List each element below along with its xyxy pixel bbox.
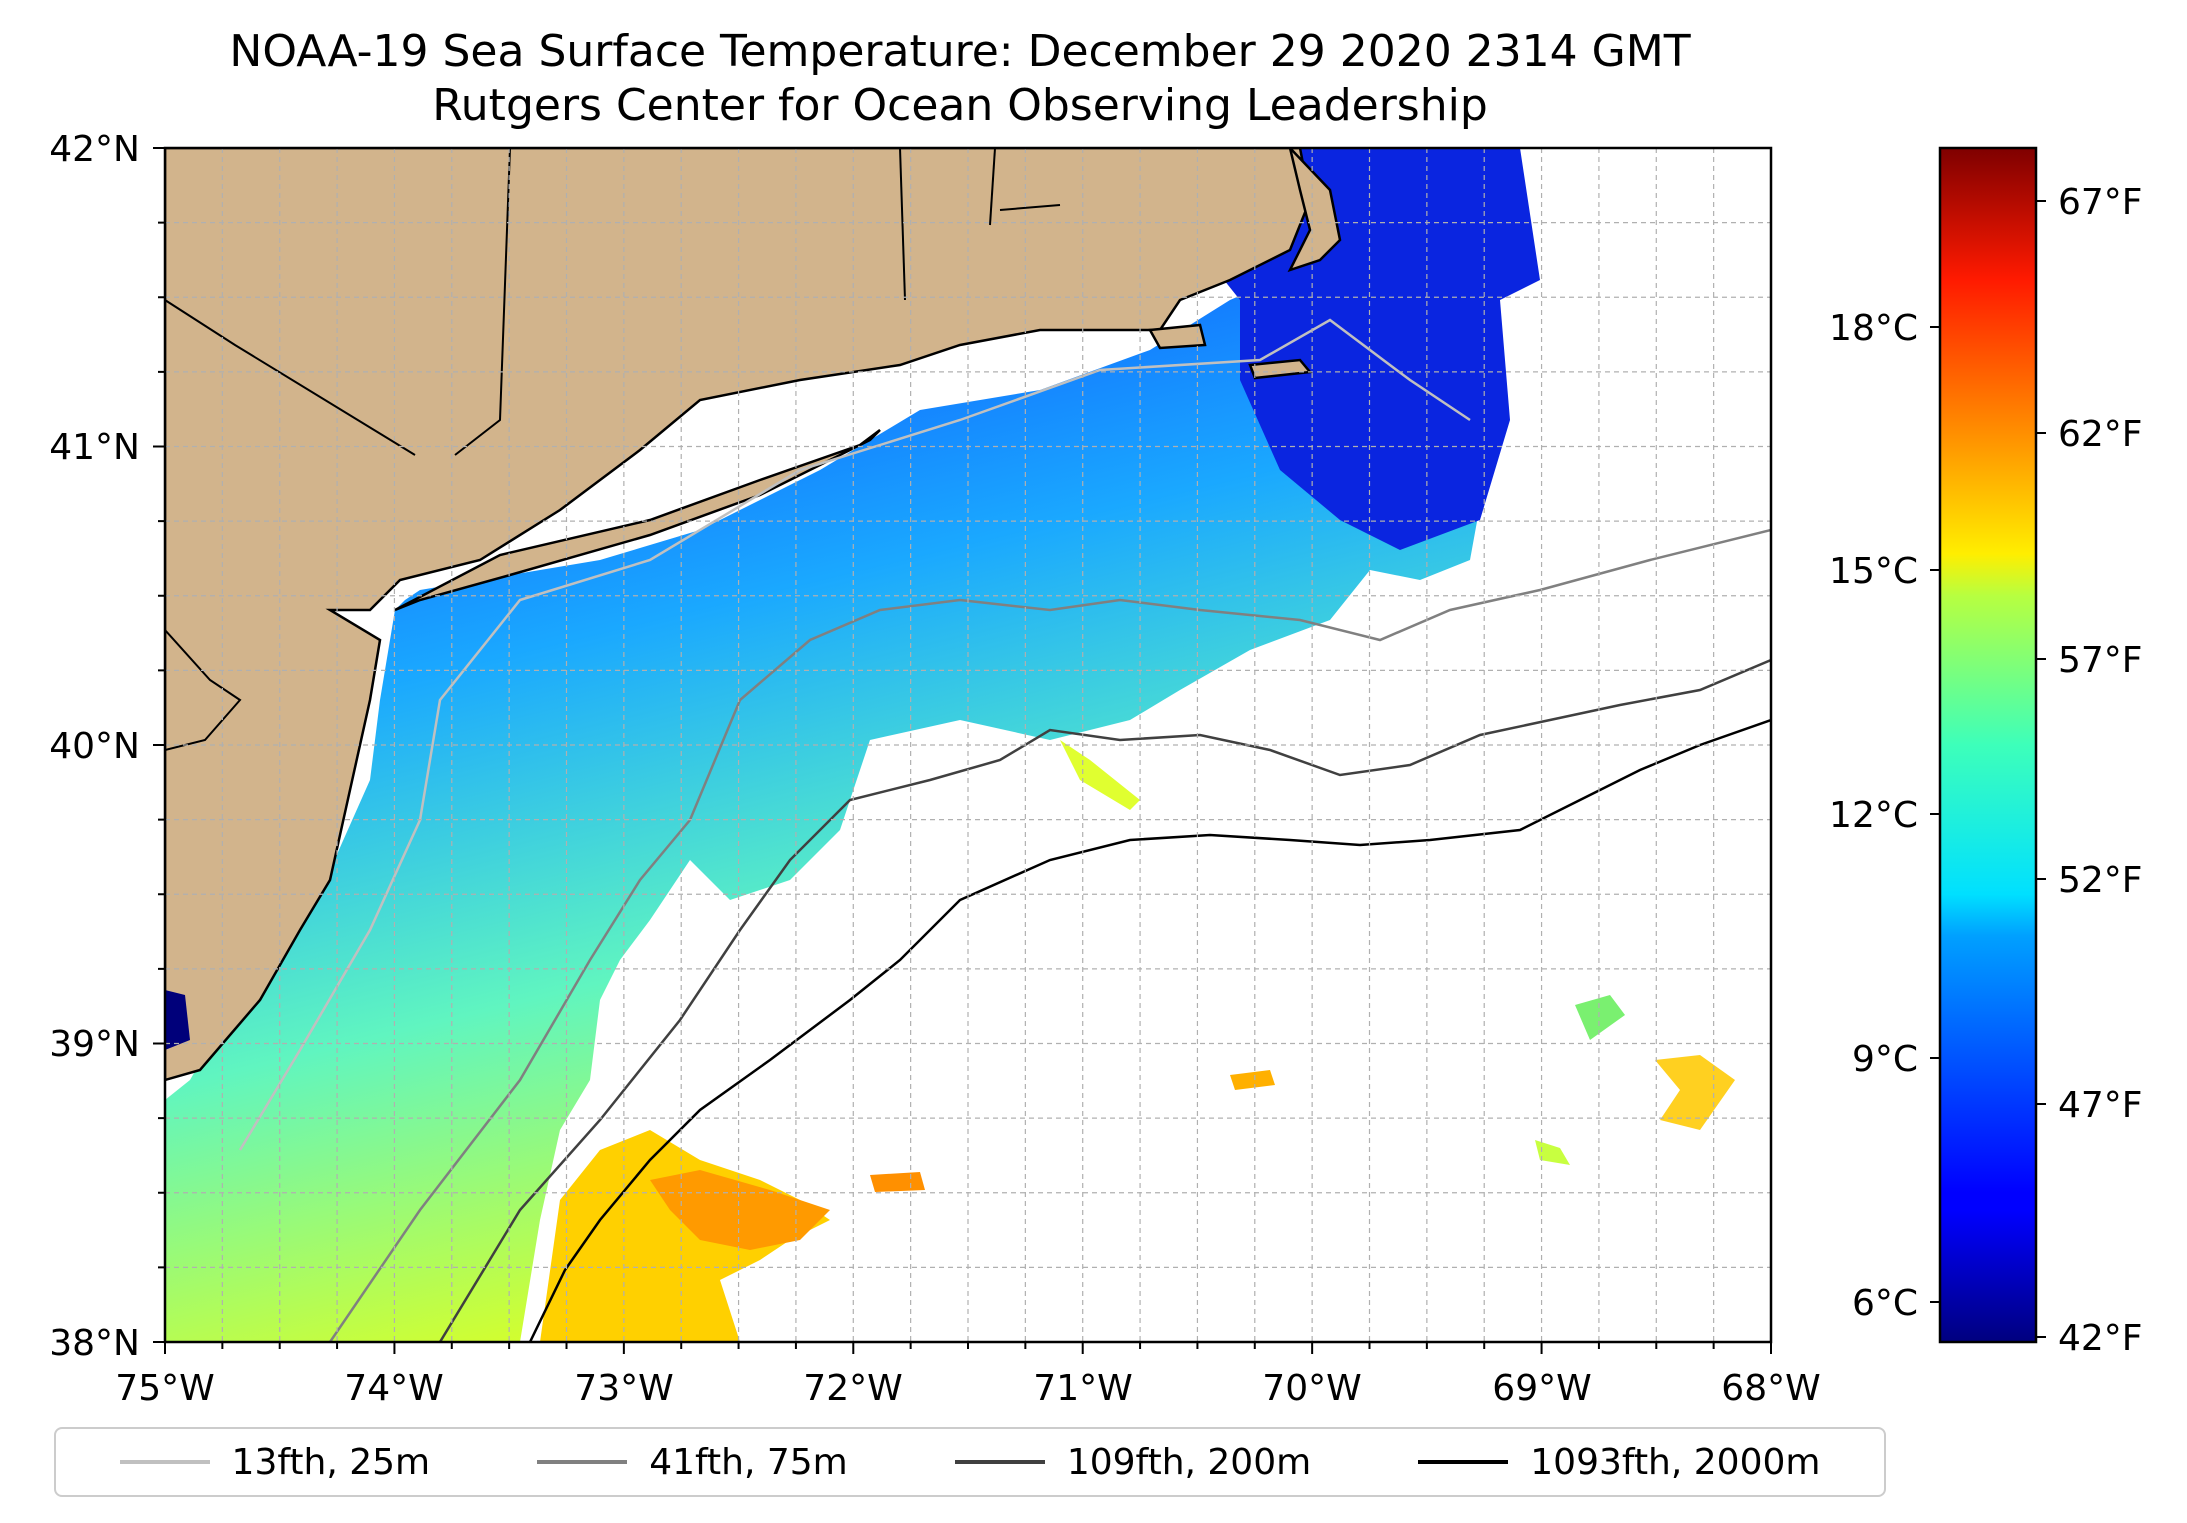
- legend-label: 13fth, 25m: [231, 1441, 431, 1483]
- lat-label: 40°N: [49, 726, 140, 767]
- isobath-2000m: [528, 718, 1771, 1342]
- celsius-label: 6°C: [1852, 1283, 1918, 1324]
- legend-swatch: [1418, 1460, 1509, 1464]
- isobath-lines: [238, 318, 1771, 1342]
- sst-offshore-patch: [870, 1172, 925, 1192]
- sst-offshore-patch: [1230, 1070, 1275, 1090]
- grid-lines: [165, 148, 1771, 1342]
- delaware-bay: [165, 990, 190, 1050]
- fahrenheit-label: 52°F: [2058, 860, 2143, 901]
- cape-cod: [1287, 148, 1342, 273]
- lon-label: 68°W: [1721, 1368, 1820, 1409]
- colorbar-fahrenheit-labels: 42°F 47°F 52°F 57°F 62°F 67°F: [2058, 182, 2143, 1359]
- long-island: [394, 429, 881, 612]
- lat-label: 38°N: [49, 1323, 140, 1364]
- lon-label: 69°W: [1492, 1368, 1591, 1409]
- fahrenheit-label: 47°F: [2058, 1085, 2143, 1126]
- fahrenheit-label: 62°F: [2058, 414, 2143, 455]
- colorbar-celsius-labels: 6°C 9°C 12°C 15°C 18°C: [1829, 308, 1918, 1324]
- land-mass: [165, 148, 1312, 1082]
- lat-label: 41°N: [49, 427, 140, 468]
- legend-swatch: [537, 1460, 628, 1464]
- chart-subtitle: Rutgers Center for Ocean Observing Leade…: [432, 80, 1488, 131]
- legend-item: 13fth, 25m: [119, 1441, 431, 1483]
- lon-label: 73°W: [574, 1368, 673, 1409]
- lat-label: 42°N: [49, 129, 140, 170]
- legend-item: 109fth, 200m: [954, 1441, 1312, 1483]
- axis-ticks: [153, 147, 1772, 1354]
- lon-label: 74°W: [344, 1368, 443, 1409]
- sst-warm-patch: [540, 1130, 830, 1342]
- isobath-200m: [438, 658, 1771, 1342]
- fahrenheit-label: 67°F: [2058, 182, 2143, 223]
- lon-label: 71°W: [1033, 1368, 1132, 1409]
- latitude-axis: 38°N 39°N 40°N 41°N 42°N: [49, 129, 140, 1364]
- celsius-label: 18°C: [1829, 308, 1918, 349]
- legend-swatch: [119, 1460, 210, 1464]
- fahrenheit-label: 42°F: [2058, 1318, 2143, 1359]
- isobath-legend: 13fth, 25m 41fth, 75m 109fth, 200m 1093f…: [54, 1427, 1886, 1497]
- legend-label: 1093fth, 2000m: [1530, 1441, 1821, 1483]
- legend-item: 1093fth, 2000m: [1418, 1442, 1820, 1483]
- colorbar-ticks: [1930, 200, 2046, 1338]
- sst-warm-core: [650, 1170, 830, 1250]
- lon-label: 72°W: [803, 1368, 902, 1409]
- state-borders: [165, 148, 1061, 751]
- sst-offshore-patch: [1060, 740, 1140, 810]
- legend-item: 41fth, 75m: [537, 1442, 848, 1483]
- sst-offshore-patch: [1575, 995, 1625, 1040]
- lat-label: 39°N: [49, 1024, 140, 1065]
- lon-label: 70°W: [1262, 1368, 1361, 1409]
- longitude-axis: 75°W 74°W 73°W 72°W 71°W 70°W 69°W 68°W: [115, 1368, 1820, 1409]
- sst-field: [165, 270, 1490, 1342]
- isobath-25m: [238, 318, 1471, 1151]
- celsius-label: 15°C: [1829, 551, 1918, 592]
- lon-label: 75°W: [115, 1368, 214, 1409]
- fahrenheit-label: 57°F: [2058, 640, 2143, 681]
- marthas-vineyard: [1147, 323, 1207, 350]
- celsius-label: 9°C: [1852, 1039, 1918, 1080]
- sst-offshore-patch: [1535, 1140, 1570, 1165]
- isobath-75m: [328, 528, 1771, 1342]
- celsius-label: 12°C: [1829, 795, 1918, 836]
- sst-offshore-patch: [1655, 1055, 1735, 1130]
- legend-label: 109fth, 200m: [1066, 1441, 1312, 1483]
- legend-label: 41fth, 75m: [649, 1441, 848, 1483]
- chart-title: NOAA-19 Sea Surface Temperature: Decembe…: [229, 26, 1691, 77]
- legend-swatch: [954, 1460, 1045, 1464]
- colorbar: [1938, 146, 2038, 1344]
